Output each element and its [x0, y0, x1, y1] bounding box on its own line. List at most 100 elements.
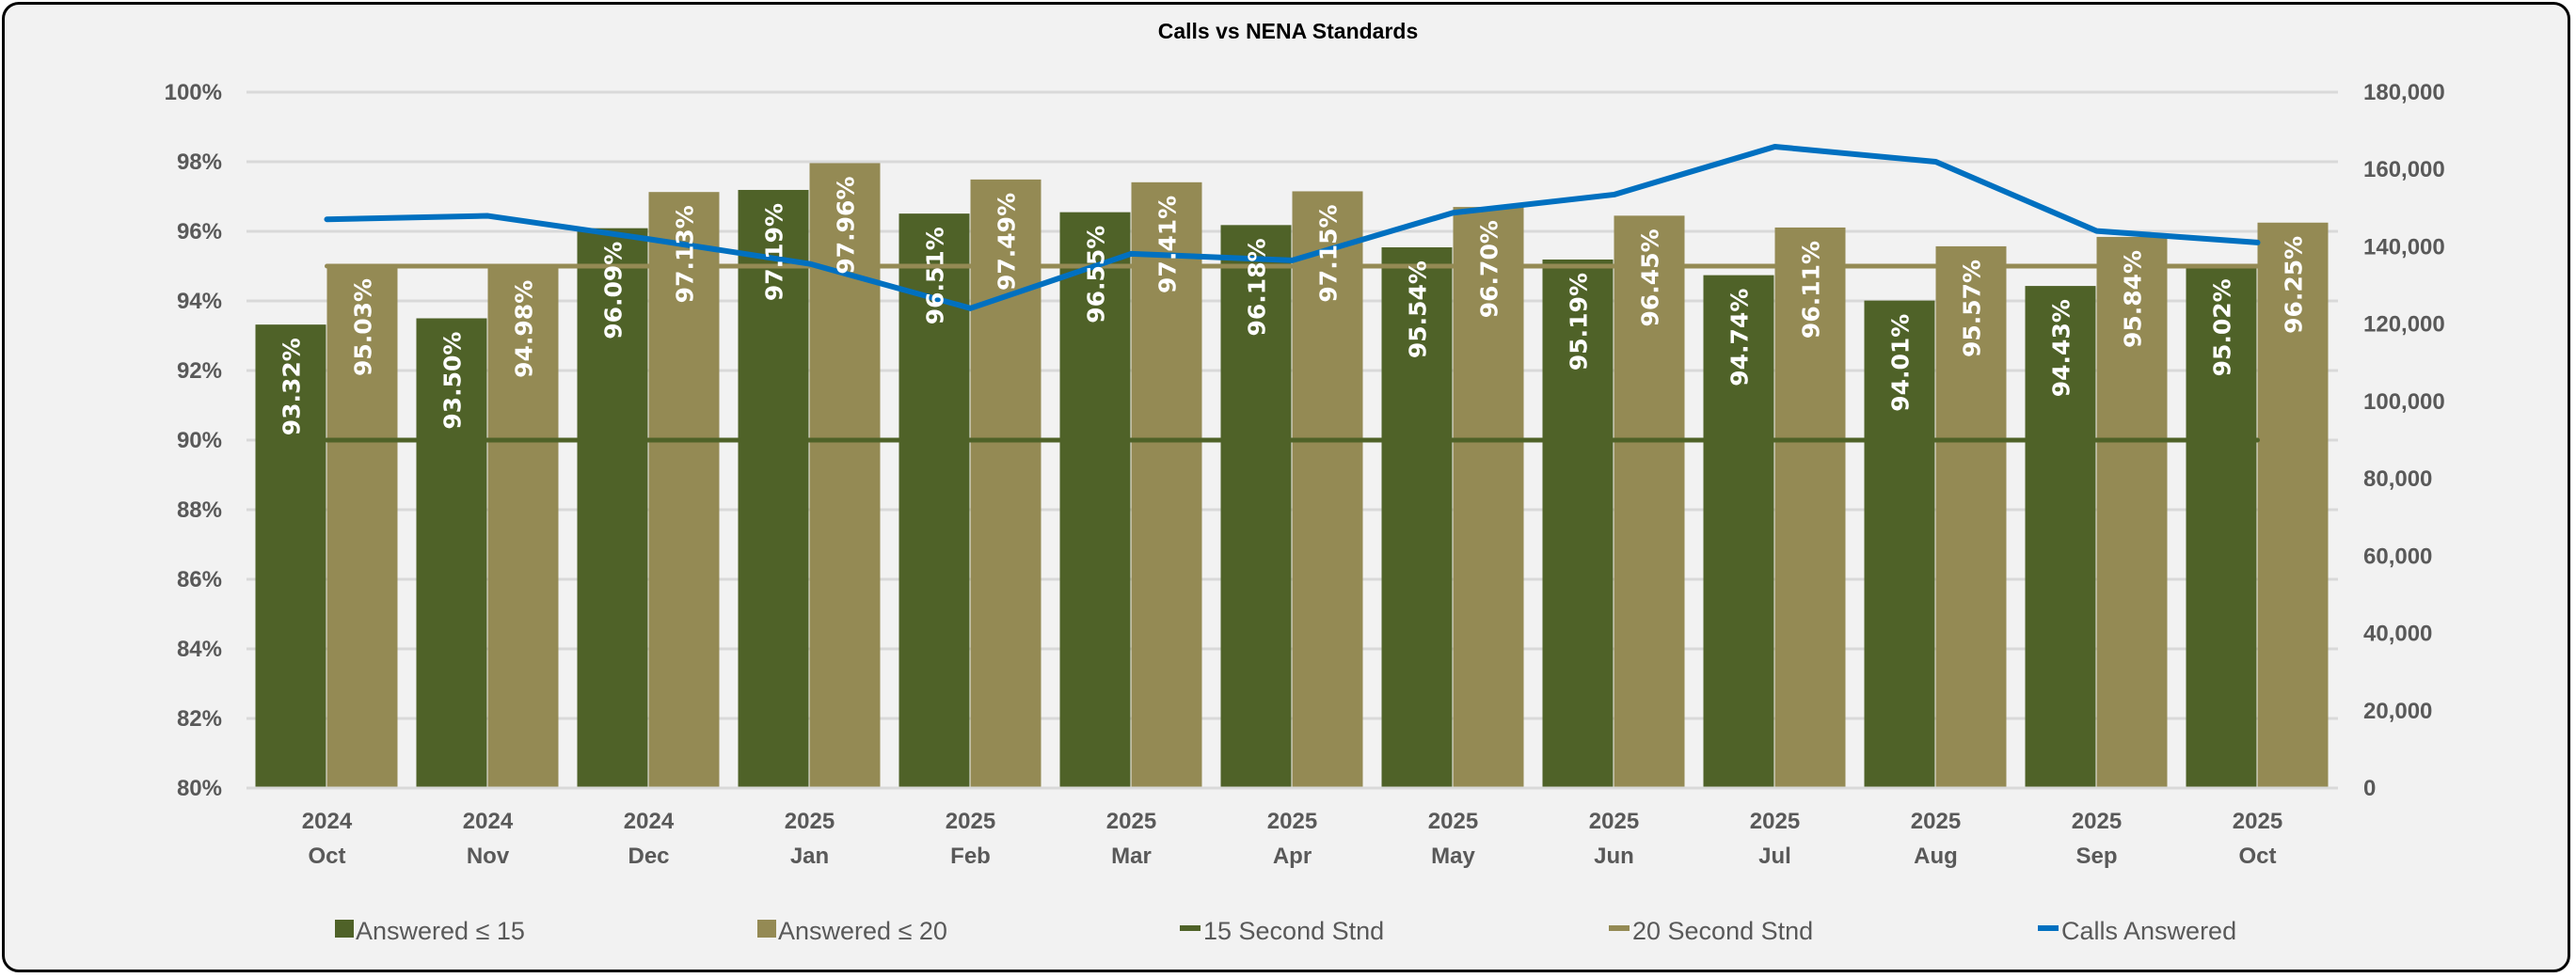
bar-answered-20 [1614, 215, 1685, 789]
bar-answered-20 [487, 266, 559, 788]
legend-label: 20 Second Stnd [1632, 917, 1813, 945]
x-tick-month: Jul [1758, 844, 1791, 869]
axes: 80% 82% 84% 86% 88% 90% 92% 94% 96% 98% 100% 0 20,00… [165, 80, 2445, 869]
data-label: 97.96% [833, 176, 860, 274]
legend-label: Answered ≤ 15 [356, 917, 525, 945]
x-tick-year: 2025 [946, 809, 995, 834]
bar-answered-15 [416, 318, 487, 788]
x-tick-year: 2025 [1428, 809, 1478, 834]
y-right-tick-label: 60,000 [2363, 544, 2432, 569]
data-label: 93.50% [439, 332, 467, 430]
x-tick-month: Aug [1914, 844, 1958, 869]
y-left-tick-label: 88% [177, 497, 222, 523]
bar-answered-15 [1703, 275, 1774, 788]
x-tick-month: Apr [1273, 844, 1312, 869]
lines [324, 143, 2261, 443]
data-label: 95.84% [2120, 250, 2147, 348]
bar-answered-20 [970, 179, 1042, 788]
data-label: 95.19% [1566, 273, 1593, 371]
y-right-tick-label: 80,000 [2363, 466, 2432, 492]
bar-answered-20 [648, 192, 720, 788]
y-right-tick-label: 100,000 [2363, 389, 2445, 415]
y-right-tick-label: 120,000 [2363, 312, 2445, 338]
x-tick-year: 2025 [1911, 809, 1961, 834]
y-right-tick-label: 20,000 [2363, 699, 2432, 724]
legend-swatch [757, 920, 776, 938]
y-left-tick-label: 96% [177, 219, 222, 244]
x-tick-year: 2025 [785, 809, 835, 834]
x-tick-year: 2024 [624, 809, 675, 834]
y-left-tick-label: 94% [177, 289, 222, 314]
bar-answered-20 [1131, 181, 1202, 788]
data-label: 97.15% [1315, 204, 1343, 302]
chart-title: Calls vs NENA Standards [1158, 19, 1419, 43]
x-tick-month: Jan [790, 844, 829, 869]
y-left-tick-label: 80% [177, 776, 222, 801]
data-label: 96.11% [1798, 241, 1825, 339]
legend-label: Calls Answered [2061, 917, 2236, 945]
x-tick-month: Nov [467, 844, 510, 869]
bar-answered-15 [255, 324, 326, 788]
data-label: 96.70% [1476, 220, 1503, 318]
data-label: 96.45% [1637, 229, 1664, 326]
data-label: 96.51% [922, 227, 949, 324]
bar-answered-20 [1774, 227, 1846, 788]
x-tick-year: 2025 [1106, 809, 1156, 834]
bar-answered-20 [2096, 236, 2168, 789]
data-label: 95.57% [1959, 260, 1986, 357]
x-tick-month: Mar [1111, 844, 1152, 869]
y-left-tick-label: 92% [177, 358, 222, 384]
x-tick-year: 2025 [1267, 809, 1317, 834]
line-calls-answered [324, 143, 2261, 311]
data-labels: 93.32% 93.50% 96.09% 97.19% 96.51% 96.55% 96.1… [278, 176, 2308, 435]
x-tick-month: Oct [308, 844, 345, 869]
bar-answered-20 [2257, 222, 2329, 788]
data-label: 97.49% [994, 193, 1021, 291]
legend-swatch [335, 920, 354, 938]
data-label: 95.54% [1405, 260, 1432, 358]
x-tick-month: Oct [2238, 844, 2276, 869]
x-tick-year: 2025 [1589, 809, 1639, 834]
data-label: 95.02% [2209, 278, 2236, 376]
bar-answered-15 [898, 213, 970, 788]
x-tick-month: Feb [950, 844, 991, 869]
data-label: 94.01% [1887, 314, 1915, 412]
y-right-tick-label: 180,000 [2363, 80, 2445, 105]
y-left-tick-label: 98% [177, 150, 222, 175]
data-label: 95.03% [350, 278, 377, 376]
bar-answered-20 [326, 264, 398, 788]
bar-answered-15 [1059, 212, 1131, 788]
data-label: 94.98% [511, 280, 538, 378]
bar-answered-15 [1381, 247, 1453, 788]
data-label: 93.32% [278, 338, 306, 435]
x-tick-year: 2024 [463, 809, 514, 834]
bar-answered-15 [1542, 259, 1614, 789]
y-right-tick-label: 140,000 [2363, 234, 2445, 260]
data-label: 96.18% [1244, 238, 1271, 336]
legend-label: 15 Second Stnd [1203, 917, 1384, 945]
data-label: 96.55% [1083, 226, 1110, 323]
x-tick-month: Jun [1594, 844, 1634, 869]
y-right-tick-label: 160,000 [2363, 157, 2445, 182]
bar-answered-15 [2186, 265, 2257, 788]
y-right-tick-label: 40,000 [2363, 622, 2432, 647]
y-left-tick-label: 82% [177, 706, 222, 732]
data-label: 97.41% [1154, 196, 1182, 293]
bar-answered-15 [1220, 225, 1292, 789]
data-label: 97.19% [761, 203, 788, 301]
data-label: 94.43% [2048, 299, 2075, 397]
data-label: 96.09% [600, 242, 628, 339]
x-tick-year: 2025 [2072, 809, 2122, 834]
y-right-tick-label: 0 [2363, 776, 2376, 801]
x-tick-year: 2024 [302, 809, 353, 834]
data-label: 96.25% [2281, 236, 2308, 334]
legend: Answered ≤ 15 Answered ≤ 20 15 Second Stnd… [335, 917, 2236, 945]
y-left-tick-label: 84% [177, 637, 222, 662]
bar-answered-15 [2025, 286, 2096, 789]
bars [255, 163, 2329, 789]
y-left-tick-label: 86% [177, 567, 222, 592]
bar-answered-15 [1864, 300, 1935, 788]
bar-answered-20 [1935, 245, 2007, 788]
x-tick-month: May [1431, 844, 1475, 869]
